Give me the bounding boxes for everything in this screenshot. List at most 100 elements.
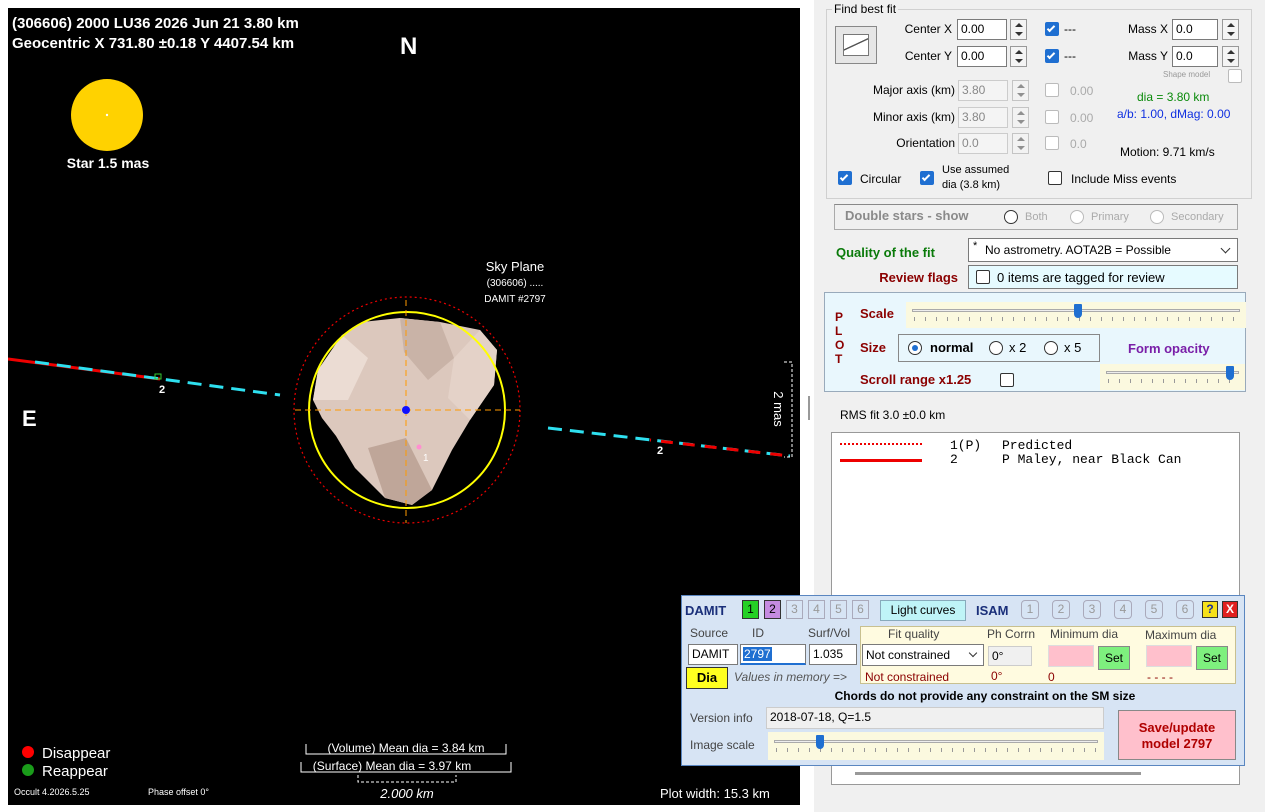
fit-quality-dropdown[interactable]: Not constrained (862, 644, 984, 666)
label: Secondary (1171, 211, 1224, 223)
checkbox[interactable] (1045, 136, 1059, 150)
checkbox[interactable] (1045, 49, 1059, 63)
label: dia = 3.80 km (1137, 90, 1210, 104)
spinner[interactable] (1222, 19, 1239, 40)
image-scale-slider[interactable] (768, 732, 1104, 760)
label: Orientation (896, 136, 955, 150)
plot-area: (306606) 2000 LU36 2026 Jun 21 3.80 km Ge… (8, 8, 800, 805)
checkbox[interactable] (920, 171, 934, 185)
radio[interactable] (1044, 341, 1058, 355)
opacity-slider[interactable] (1100, 364, 1245, 390)
model-button[interactable]: 1 (742, 600, 759, 619)
text-input[interactable]: 0.00 (957, 46, 1007, 67)
quality-marker: * (973, 240, 978, 252)
isam-button[interactable]: 5 (1145, 600, 1163, 619)
dia-button[interactable]: Dia (686, 667, 728, 689)
centre-point (402, 406, 410, 414)
volume-bar (305, 744, 507, 755)
label: 0.00 (1070, 111, 1094, 125)
model-button[interactable]: 5 (830, 600, 847, 619)
review-label: Review flags (879, 270, 958, 285)
fit-icon (843, 34, 869, 56)
fit-button[interactable] (835, 26, 877, 64)
spin-down (1015, 59, 1023, 63)
help-button[interactable]: ? (1202, 601, 1218, 618)
text-input[interactable]: 0.00 (957, 19, 1007, 40)
label: Major axis (km) (872, 83, 955, 97)
isam-button[interactable]: 2 (1052, 600, 1070, 619)
radio[interactable] (908, 341, 922, 355)
set-button[interactable]: Set (1196, 646, 1228, 670)
radio[interactable] (989, 341, 1003, 355)
model-button[interactable]: 3 (786, 600, 803, 619)
label: Center Y (904, 49, 952, 63)
chord-name: Predicted (1002, 438, 1073, 453)
group-box (826, 9, 1252, 199)
label: Mass Y (1128, 49, 1168, 63)
size-label: Size (860, 340, 887, 355)
spinner (1012, 133, 1029, 154)
label: Mass X (1127, 22, 1168, 36)
damit-title: DAMIT (685, 603, 727, 618)
text-input[interactable]: 0.0 (1172, 46, 1218, 67)
text-input[interactable]: 1.035 (809, 644, 857, 665)
text-input[interactable]: 0° (988, 646, 1032, 666)
checkbox[interactable] (838, 171, 852, 185)
slider-thumb[interactable] (1226, 366, 1234, 380)
model-button[interactable]: 6 (852, 600, 869, 619)
quality-dropdown[interactable]: * No astrometry. AOTA2B = Possible (968, 238, 1238, 262)
isam-button[interactable]: 6 (1176, 600, 1194, 619)
spinner[interactable] (1010, 46, 1027, 67)
slider-track (1106, 371, 1239, 374)
model-button[interactable]: 2 (764, 600, 781, 619)
quality-value: No astrometry. AOTA2B = Possible (985, 243, 1171, 257)
column-header: Maximum dia (1145, 628, 1217, 642)
opacity-label: Form opacity (1128, 341, 1210, 356)
max-dia-input[interactable] (1146, 645, 1192, 667)
isam-button[interactable]: 4 (1114, 600, 1132, 619)
star-label: Star 1.5 mas (67, 155, 150, 171)
text-input[interactable]: 0.0 (1172, 19, 1218, 40)
radio[interactable] (1070, 210, 1084, 224)
mas-scale-bar (784, 361, 793, 458)
text-input[interactable]: 3.80 (958, 107, 1008, 128)
label: x 2 (1009, 340, 1027, 355)
spinner[interactable] (1010, 19, 1027, 40)
slider-thumb[interactable] (1074, 304, 1082, 318)
spinner[interactable] (1222, 46, 1239, 67)
checkbox[interactable] (1045, 83, 1059, 97)
close-button[interactable]: X (1222, 601, 1238, 618)
isam-button[interactable]: 3 (1083, 600, 1101, 619)
spin-up (1015, 23, 1023, 27)
text-input[interactable]: 0.0 (958, 133, 1008, 154)
checkbox[interactable] (976, 270, 990, 284)
version-label: Version info (690, 711, 753, 725)
checkbox[interactable] (1228, 69, 1242, 83)
asteroid-facet (400, 318, 454, 380)
version-value[interactable]: 2018-07-18, Q=1.5 (766, 707, 1104, 729)
legend-label: Disappear (42, 745, 110, 762)
isam-button[interactable]: 1 (1021, 600, 1039, 619)
checkbox[interactable] (1048, 171, 1062, 185)
check-mark (921, 172, 931, 182)
quality-label: Quality of the fit (836, 245, 935, 260)
review-box: 0 items are tagged for review (968, 265, 1238, 289)
checkbox[interactable] (1045, 110, 1059, 124)
radio[interactable] (1004, 210, 1018, 224)
save-button[interactable]: Save/update model 2797 (1118, 710, 1236, 760)
checkbox[interactable] (1045, 22, 1059, 36)
light-curves-button[interactable]: Light curves (880, 600, 966, 621)
scale-slider[interactable] (906, 302, 1246, 328)
model-button[interactable]: 4 (808, 600, 825, 619)
set-button[interactable]: Set (1098, 646, 1130, 670)
checkbox[interactable] (1000, 373, 1014, 387)
slider-thumb[interactable] (816, 735, 824, 749)
id-selection[interactable]: 2797 (743, 647, 772, 661)
text-input[interactable]: DAMIT (688, 644, 738, 665)
label: Minor axis (km) (872, 110, 955, 124)
radio[interactable] (1150, 210, 1164, 224)
spin-down (1017, 146, 1025, 150)
min-dia-input[interactable] (1048, 645, 1094, 667)
text-input[interactable]: 3.80 (958, 80, 1008, 101)
label: normal (930, 340, 974, 355)
